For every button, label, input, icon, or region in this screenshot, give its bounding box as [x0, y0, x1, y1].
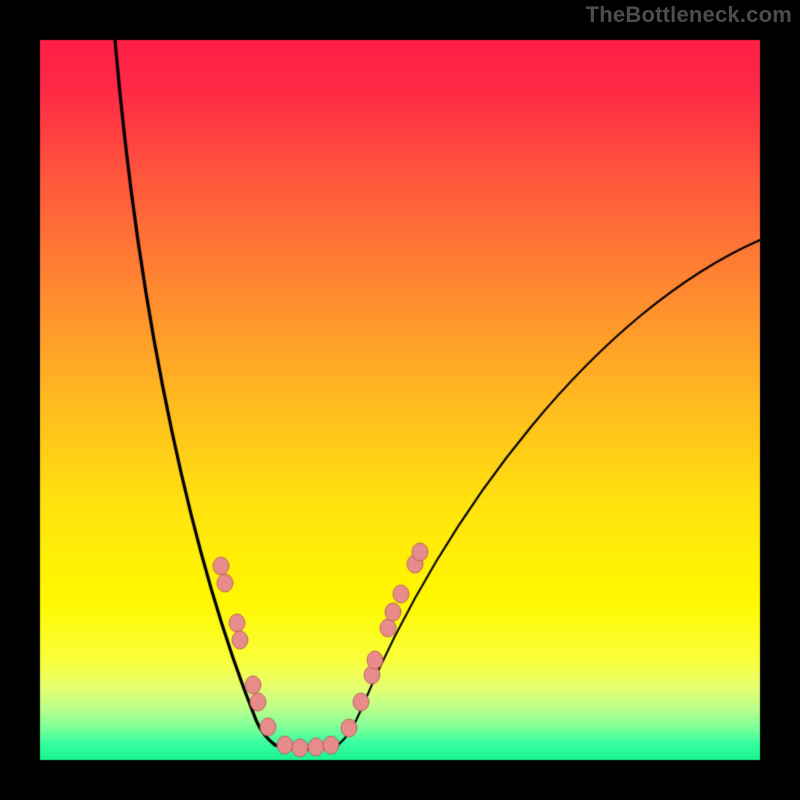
bottleneck-chart-canvas: [0, 0, 800, 800]
watermark-text: TheBottleneck.com: [586, 2, 792, 28]
chart-container: TheBottleneck.com: [0, 0, 800, 800]
